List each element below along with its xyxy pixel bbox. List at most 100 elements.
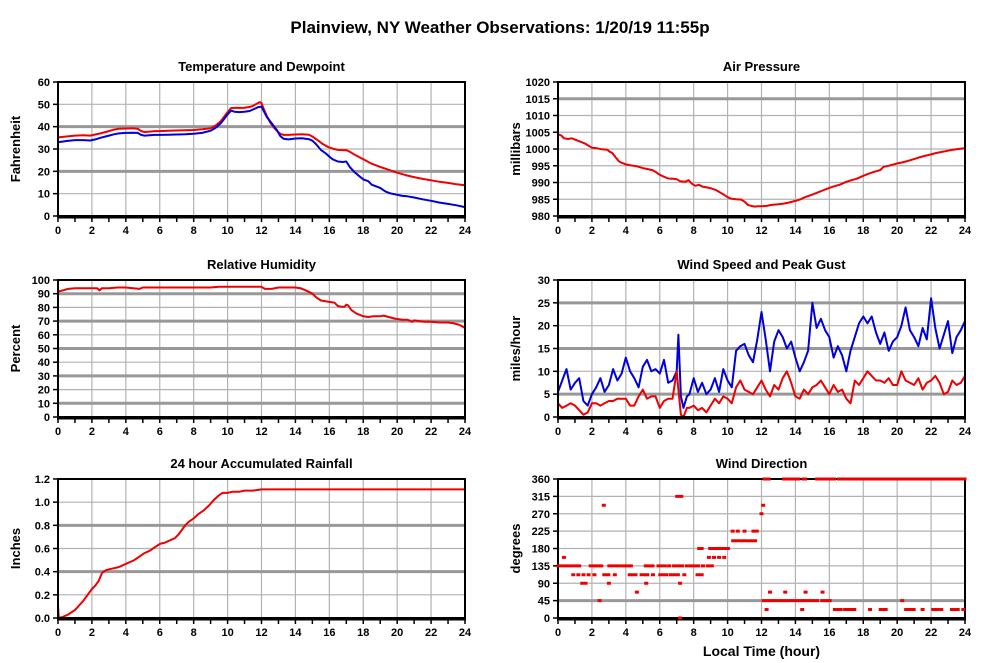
x-tick-label: 14 [289,225,302,237]
scatter-segment [580,581,588,585]
scatter-segment [843,608,850,612]
y-tick-label: 90 [38,289,50,301]
scatter-segment [675,494,684,498]
x-tick-label: 12 [755,627,767,639]
scatter-dot [581,573,586,577]
x-tick-label: 20 [391,225,403,237]
scatter-segment [607,564,623,568]
page-title: Plainview, NY Weather Observations: 1/20… [290,18,710,38]
chart-relative-humidity: Relative Humidity 0 10 20 30 40 50 60 70 80 90 100 0… [3,248,480,462]
y-tick-label: 40 [38,357,50,369]
wind-direction-ylabel: degrees [508,524,523,574]
y-tick-label: 360 [532,474,550,486]
scatter-dot [722,555,727,559]
scatter-dot [628,564,633,568]
series-peak-gust [557,297,966,409]
scatter-dot [592,573,597,577]
scatter-dot [961,608,966,612]
x-tick-label: 10 [721,627,733,639]
scatter-segment [556,564,574,568]
series-temperature [57,101,466,187]
x-tick-label: 24 [459,426,472,438]
y-tick-label: 20 [38,166,50,178]
y-tick-label: 100 [32,275,50,287]
x-tick-label: 22 [925,426,937,438]
y-tick-label: 80 [38,302,50,314]
scatter-segment [588,564,597,568]
x-tick-label: 0 [555,225,561,237]
y-tick-label: 10 [38,189,50,201]
x-tick-label: 6 [157,426,163,438]
chart-relative-humidity-svg: Relative Humidity01020304050607080901000… [8,257,472,438]
y-tick-label: 0 [44,211,50,223]
scatter-dot [577,564,582,568]
x-tick-label: 14 [789,627,802,639]
y-tick-label: 0 [544,412,550,424]
x-tick-label: 0 [55,225,61,237]
scatter-dot [622,564,627,568]
y-tick-label: 50 [38,99,50,111]
chart-accumulated-rainfall-svg: 24 hour Accumulated Rainfall 0.0 0.2 0.4 0.6… [8,456,472,639]
y-tick-label: 30 [538,275,550,287]
scatter-dot [735,529,740,533]
wind-direction-title: Wind Direction [716,456,808,471]
x-tick-label: 4 [623,225,630,237]
scatter-dot [599,564,604,568]
chart-wind-speed-gust: Wind Speed and Peak Gust 0 5 10 15 20 25 30 0 2 4 6… [503,248,980,462]
scatter-segment [688,564,701,568]
y-tick-label: 0.6 [35,544,50,556]
x-tick-label: 2 [89,225,95,237]
x-tick-label: 8 [691,426,697,438]
x-tick-label: 0 [555,426,561,438]
scatter-segment [931,608,940,612]
wind-speed-gust-title: Wind Speed and Peak Gust [677,257,846,272]
y-tick-label: 180 [532,544,550,556]
y-tick-label: 60 [38,330,50,342]
x-tick-label: 20 [891,225,903,237]
scatter-dot [667,564,672,568]
temperature-dewpoint-title: Temperature and Dewpoint [178,59,345,74]
x-tick-label: 6 [157,627,163,639]
y-tick-label: 980 [532,211,550,223]
scatter-segment [820,599,832,603]
x-tick-label: 18 [357,627,369,639]
y-tick-label: 1.2 [35,474,50,486]
scatter-segment [697,547,704,550]
x-tick-label: 2 [589,627,595,639]
x-tick-label: 12 [255,225,267,237]
x-tick-label: 10 [721,225,733,237]
y-tick-label: 990 [532,178,550,190]
scatter-dot [759,512,764,516]
y-tick-label: 70 [38,316,50,328]
chart-wind-direction: Wind Direction 0 45 90 135 180 225 270 315 360 0 2 4… [503,447,980,663]
scatter-segment [860,477,891,481]
y-tick-label: 985 [532,194,550,206]
y-tick-label: 5 [544,389,550,401]
x-tick-label: 22 [925,627,937,639]
relative-humidity-title: Relative Humidity [207,257,317,272]
series-pressure [557,133,966,208]
y-tick-label: 15 [538,344,550,356]
y-tick-label: 50 [38,344,50,356]
x-tick-label: 18 [857,426,869,438]
series-dewpoint [57,105,466,209]
x-tick-label: 2 [89,426,95,438]
y-tick-label: 270 [532,509,550,521]
scatter-segment [784,599,819,603]
x-tick-label: 18 [357,225,369,237]
x-tick-label: 20 [391,426,403,438]
scatter-dot [764,608,769,612]
y-tick-label: 0 [544,613,550,625]
y-tick-label: 1.0 [35,497,50,509]
scatter-dot [601,503,606,507]
x-tick-label: 24 [459,225,472,237]
y-tick-label: 315 [532,491,550,503]
x-tick-label: 10 [721,426,733,438]
x-tick-label: 2 [89,627,95,639]
wind-speed-gust-ylabel: miles/hour [508,316,523,382]
scatter-dot [742,529,747,533]
y-tick-label: 30 [38,371,50,383]
scatter-dot [597,599,602,603]
x-tick-label: 4 [123,225,130,237]
x-tick-label: 4 [123,426,130,438]
